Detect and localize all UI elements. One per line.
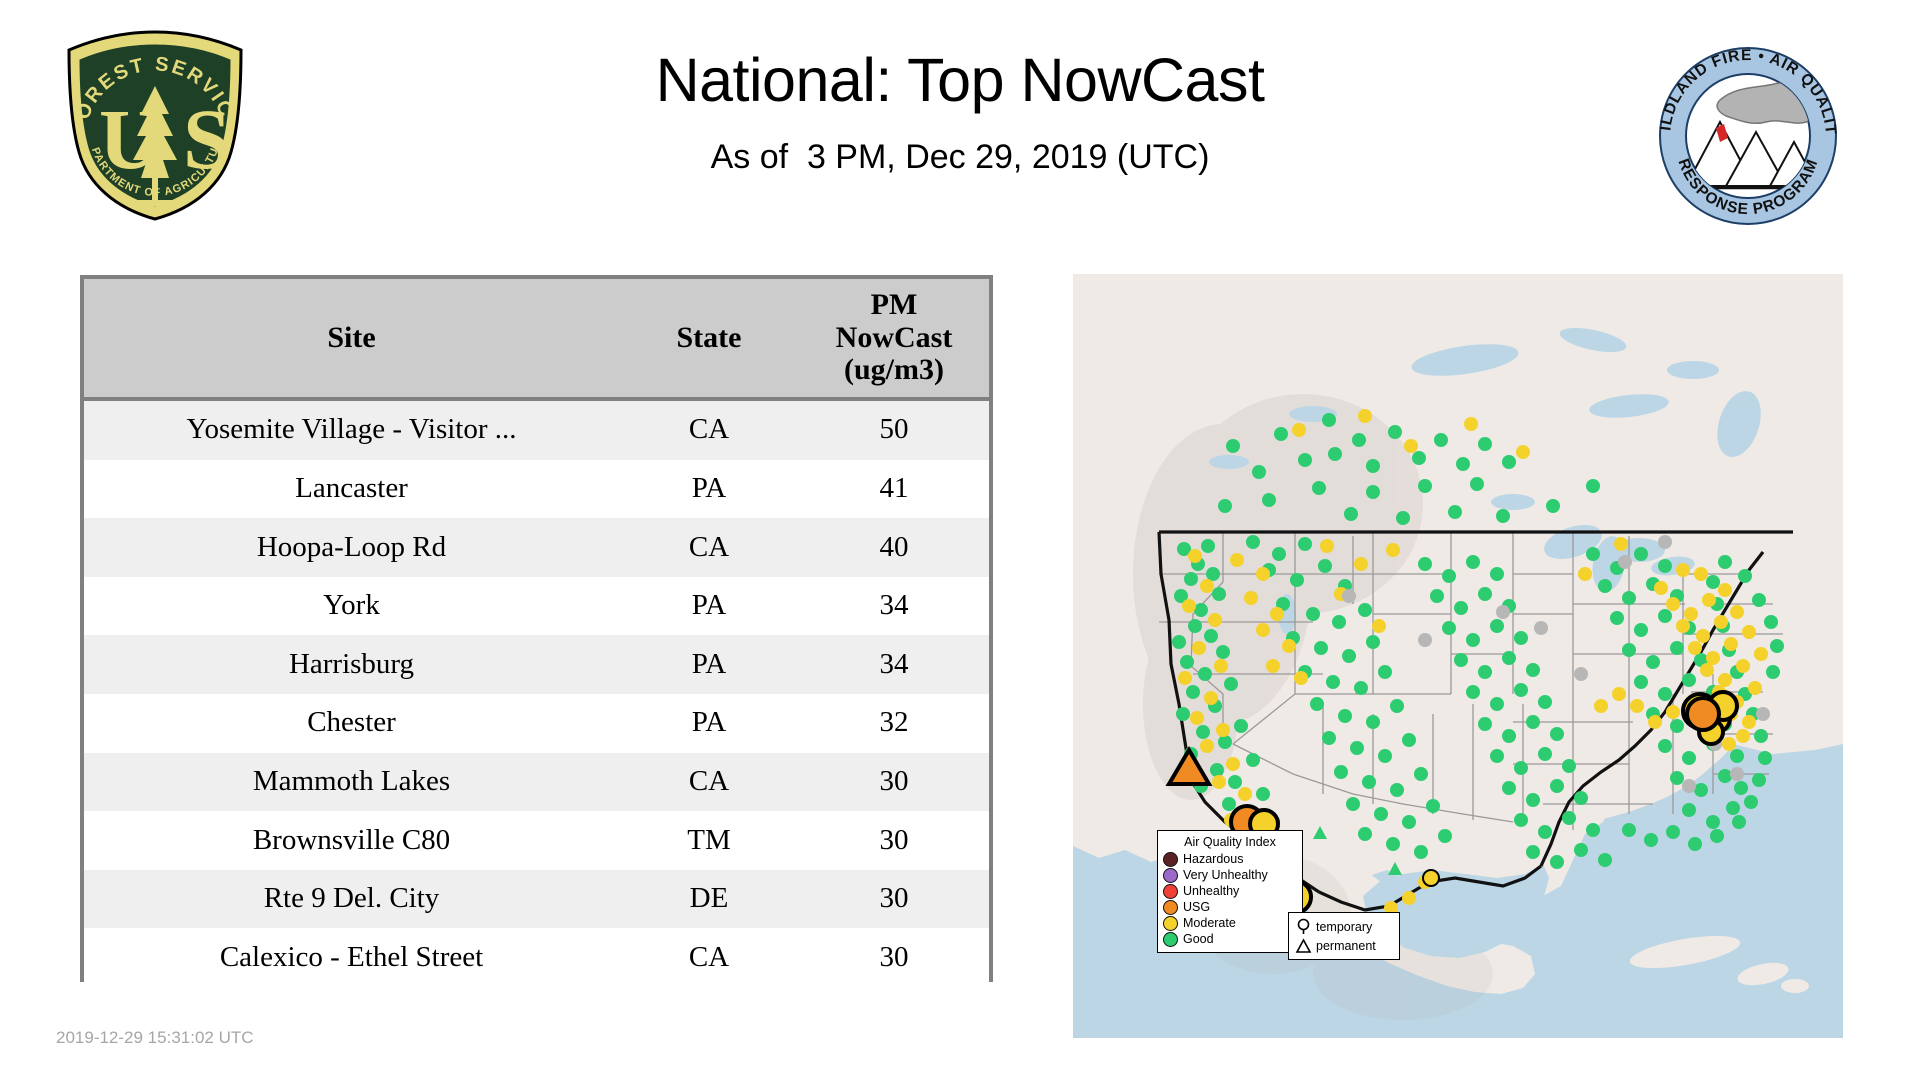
page-title: National: Top NowCast: [655, 46, 1265, 114]
aqi-color-swatch-icon: [1163, 883, 1178, 899]
table-body: Yosemite Village - Visitor ... CA 50 Lancas…: [84, 399, 989, 987]
pm-header-line-3: (ug/m3): [844, 353, 944, 387]
cell-site: Hoopa-Loop Rd: [256, 530, 447, 563]
fs-logo-letter-s: S: [183, 91, 231, 187]
site-type-legend-label-permanent: permanent: [1316, 938, 1376, 953]
cell-state: PA: [691, 647, 727, 680]
column-header-pm-nowcast: PM NowCast (ug/m3): [799, 279, 989, 401]
cell-pm-nowcast: 50: [879, 413, 909, 446]
cell-state: PA: [691, 706, 727, 739]
top-nowcast-table: Site State PM NowCast (ug/m3) Yosemite V…: [80, 275, 993, 987]
cell-state: CA: [688, 530, 730, 563]
aqi-legend: Air Quality Index Hazardous Very Unhealth…: [1157, 830, 1303, 953]
cell-site: Yosemite Village - Visitor ...: [186, 413, 517, 446]
cell-pm-nowcast: 40: [879, 530, 909, 563]
cell-state: PA: [691, 471, 727, 504]
table-row[interactable]: Hoopa-Loop Rd CA 40: [84, 518, 989, 577]
cell-state: CA: [688, 940, 730, 973]
cell-site: Calexico - Ethel Street: [219, 940, 484, 973]
aqi-legend-row: Moderate: [1163, 915, 1297, 931]
title-block: National: Top NowCast As of 3 PM, Dec 29…: [300, 48, 1620, 177]
aqi-color-swatch-icon: [1163, 867, 1178, 883]
page-subtitle: As of 3 PM, Dec 29, 2019 (UTC): [710, 138, 1210, 177]
table-row[interactable]: Calexico - Ethel Street CA 30: [84, 928, 989, 987]
us-forest-service-shield-icon: FOREST SERVICE DEPARTMENT OF AGRICULTURE…: [47, 11, 255, 223]
cell-pm-nowcast: 34: [879, 589, 909, 622]
aqi-legend-label: Hazardous: [1183, 851, 1244, 866]
table-row[interactable]: Lancaster PA 41: [84, 459, 989, 519]
pm-header-line-1: PM: [870, 288, 918, 322]
table-row[interactable]: Yosemite Village - Visitor ... CA 50: [84, 399, 989, 460]
table-header: Site State PM NowCast (ug/m3): [84, 279, 989, 401]
monitor-triangles-permanent: [1313, 826, 1402, 875]
site-type-legend: temporary permanent: [1288, 912, 1400, 960]
aqi-color-swatch-icon: [1163, 931, 1178, 947]
column-header-site: Site: [84, 279, 619, 401]
pine-tree-icon: [133, 86, 177, 206]
aqi-legend-label: Moderate: [1183, 915, 1236, 930]
site-type-legend-row-temporary: temporary: [1294, 917, 1394, 936]
triangle-outline-icon: [1294, 937, 1313, 954]
aqi-legend-row: Hazardous: [1163, 851, 1297, 867]
site-type-legend-row-permanent: permanent: [1294, 936, 1394, 955]
aqi-legend-label: Unhealthy: [1183, 883, 1240, 898]
wildland-fire-air-quality-seal-icon: WILDLAND FIRE • AIR QUALITY RESPONSE PRO…: [1640, 25, 1848, 233]
circle-outline-icon: [1294, 918, 1313, 935]
aqi-legend-label: Very Unhealthy: [1183, 867, 1268, 882]
table-row[interactable]: York PA 34: [84, 576, 989, 636]
highlighted-site-hoopa-loop-rd[interactable]: [1165, 746, 1213, 786]
aqi-legend-title: Air Quality Index: [1184, 835, 1276, 849]
aqi-legend-row: Good: [1163, 931, 1297, 947]
aqi-legend-label: Good: [1183, 931, 1214, 946]
aqi-color-swatch-icon: [1163, 899, 1178, 915]
cell-site: Lancaster: [295, 471, 408, 504]
table-row[interactable]: Brownsville C80 TM 30: [84, 811, 989, 870]
aqi-color-swatch-icon: [1163, 915, 1178, 931]
cell-site: Rte 9 Del. City: [263, 882, 440, 915]
aqi-legend-row: USG: [1163, 899, 1297, 915]
cell-site: Chester: [307, 706, 396, 739]
cell-state: CA: [688, 764, 730, 797]
cell-pm-nowcast: 30: [879, 823, 909, 856]
cell-site: Harrisburg: [288, 647, 415, 680]
cell-state: DE: [689, 882, 729, 915]
cell-state: CA: [688, 413, 730, 446]
cell-pm-nowcast: 32: [879, 706, 909, 739]
cell-site: Mammoth Lakes: [252, 764, 451, 797]
table-row[interactable]: Chester PA 32: [84, 693, 989, 753]
flame-marker-icon: [1716, 124, 1728, 142]
aqi-legend-row: Very Unhealthy: [1163, 867, 1297, 883]
cell-pm-nowcast: 34: [879, 647, 909, 680]
cell-pm-nowcast: 30: [879, 882, 909, 915]
aqi-legend-items: Hazardous Very Unhealthy Unhealthy USG Moder…: [1163, 851, 1297, 947]
site-type-legend-label-temporary: temporary: [1316, 919, 1373, 934]
cell-state: PA: [691, 589, 727, 622]
highlighted-site-brownsville-c80[interactable]: [1422, 869, 1440, 887]
table-row[interactable]: Rte 9 Del. City DE 30: [84, 869, 989, 929]
cell-state: TM: [687, 823, 731, 856]
aqi-color-swatch-icon: [1163, 851, 1178, 867]
header: FOREST SERVICE DEPARTMENT OF AGRICULTURE…: [0, 0, 1920, 270]
national-air-quality-monitor-map[interactable]: Air Quality Index Hazardous Very Unhealth…: [1073, 274, 1843, 1038]
table-row[interactable]: Mammoth Lakes CA 30: [84, 752, 989, 812]
footer-timestamp: 2019-12-29 15:31:02 UTC: [56, 1028, 254, 1047]
pm-header-line-2: NowCast: [835, 320, 953, 354]
aqi-legend-row: Unhealthy: [1163, 883, 1297, 899]
cell-pm-nowcast: 30: [879, 764, 909, 797]
highlighted-site-lancaster[interactable]: [1685, 696, 1721, 732]
map-canvas[interactable]: [1073, 274, 1843, 1038]
cell-site: York: [323, 589, 380, 622]
aqi-legend-label: USG: [1183, 899, 1211, 914]
cell-site: Brownsville C80: [252, 823, 451, 856]
column-header-state: State: [619, 279, 799, 401]
table-row[interactable]: Harrisburg PA 34: [84, 635, 989, 694]
table-header-row: Site State PM NowCast (ug/m3): [84, 279, 989, 401]
state-borders: [1159, 532, 1783, 830]
cell-pm-nowcast: 30: [879, 940, 909, 973]
cell-pm-nowcast: 41: [879, 471, 909, 504]
